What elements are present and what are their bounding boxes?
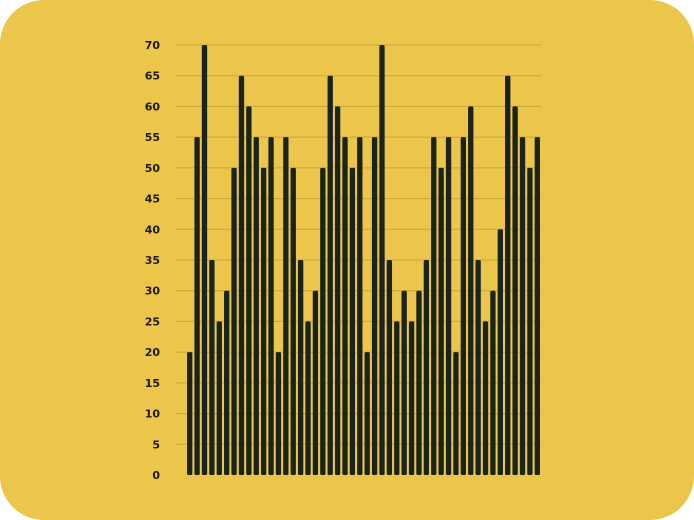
bar [505, 75, 511, 476]
bar [320, 167, 326, 476]
bar [386, 260, 393, 475]
bar [512, 106, 518, 476]
bar [438, 167, 444, 476]
bar [275, 352, 282, 475]
bar [468, 106, 474, 476]
bar [238, 75, 245, 476]
bar [305, 321, 311, 475]
y-tick-label: 50 [145, 162, 161, 175]
bar [423, 260, 430, 475]
bar [231, 167, 237, 476]
bar [357, 137, 363, 475]
y-tick-label: 60 [145, 100, 161, 113]
bar [253, 137, 259, 475]
bar [283, 137, 289, 475]
bar [519, 137, 526, 475]
y-tick-label: 35 [145, 254, 160, 267]
bar [416, 290, 422, 475]
bar [327, 75, 333, 476]
y-tick-label: 30 [145, 285, 161, 298]
bar [246, 106, 252, 476]
bar [364, 352, 370, 475]
bar [290, 167, 296, 476]
bar [224, 290, 230, 475]
bar [187, 352, 193, 475]
bar [216, 321, 222, 475]
bar [482, 321, 489, 475]
bar [194, 137, 200, 475]
bar [394, 321, 400, 475]
bars [187, 45, 540, 476]
bar [209, 260, 215, 475]
bar [201, 45, 208, 475]
bar [445, 137, 452, 475]
y-tick-label: 45 [145, 193, 160, 206]
bar [453, 352, 459, 475]
bar [371, 137, 378, 475]
bar [379, 45, 385, 475]
bar [268, 137, 274, 475]
y-tick-label: 40 [145, 223, 161, 236]
y-tick-label: 20 [145, 346, 161, 359]
y-tick-label: 5 [152, 438, 160, 451]
y-tick-label: 70 [145, 39, 161, 52]
y-axis-ticks: 0 5 10 15 20 25 30 35 40 45 50 55 60 65 70 [145, 39, 161, 482]
y-tick-label: 25 [145, 315, 160, 328]
bar [490, 290, 496, 475]
y-tick-label: 55 [145, 131, 160, 144]
bar [527, 167, 533, 476]
bar [297, 260, 304, 475]
bar [312, 290, 319, 475]
y-tick-label: 15 [145, 377, 160, 390]
bar [342, 137, 348, 475]
bar [401, 290, 407, 475]
bar [334, 106, 341, 476]
bar [431, 137, 437, 475]
bar [260, 167, 267, 476]
y-tick-label: 10 [145, 408, 161, 421]
bar [534, 137, 540, 475]
bar [497, 229, 503, 475]
bar [349, 167, 356, 476]
bar [460, 137, 466, 475]
y-tick-label: 65 [145, 70, 160, 83]
bar [475, 260, 481, 475]
y-tick-label: 0 [152, 469, 160, 482]
bar [408, 321, 415, 475]
